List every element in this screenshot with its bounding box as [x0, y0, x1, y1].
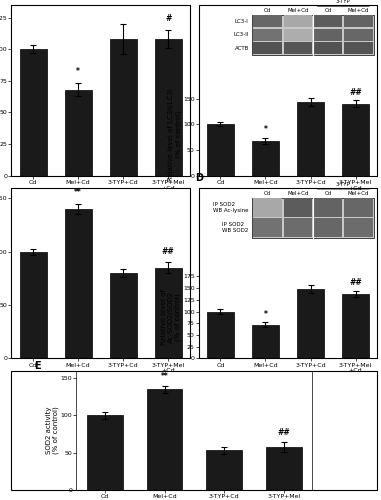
Text: IP SOD2
WB Ac-lysine: IP SOD2 WB Ac-lysine [213, 202, 249, 213]
Bar [344, 16, 373, 27]
Bar [19, 252, 46, 358]
Text: *: * [264, 126, 267, 134]
Text: *: * [76, 68, 80, 76]
Bar [252, 198, 374, 238]
Text: **: ** [74, 188, 82, 197]
Text: Cd: Cd [325, 8, 332, 13]
Text: 3-TYP: 3-TYP [336, 182, 351, 186]
Bar [314, 42, 343, 54]
Text: LC3-II: LC3-II [233, 32, 249, 37]
Text: #: # [165, 14, 171, 24]
Bar [253, 42, 282, 54]
Bar [147, 390, 182, 490]
Bar [342, 104, 369, 176]
Text: Cd: Cd [264, 8, 271, 13]
Bar [283, 198, 312, 216]
Bar [344, 42, 373, 54]
Text: D: D [195, 172, 203, 182]
Bar [344, 198, 373, 216]
Bar [283, 29, 312, 40]
Text: ##: ## [349, 278, 362, 287]
Bar [252, 324, 279, 358]
Bar [283, 16, 312, 27]
Bar [314, 29, 343, 40]
Bar [253, 16, 282, 27]
Bar [342, 294, 369, 358]
Bar [297, 289, 324, 358]
Bar [155, 268, 182, 358]
Text: ##: ## [349, 88, 362, 97]
Y-axis label: Relative level of
Ac-SOD2/SOD2
(% of control): Relative level of Ac-SOD2/SOD2 (% of con… [161, 290, 181, 346]
Text: Mel+Cd: Mel+Cd [348, 8, 369, 13]
Text: *: * [264, 310, 267, 319]
Bar [65, 209, 91, 358]
Text: Mel+Cd: Mel+Cd [348, 191, 369, 196]
Bar [110, 39, 137, 175]
Text: Cd: Cd [264, 191, 271, 196]
Bar [283, 218, 312, 237]
Bar [266, 446, 302, 490]
Text: ##: ## [277, 428, 290, 436]
Bar [253, 198, 282, 216]
Bar [344, 29, 373, 40]
Y-axis label: Relative level of LC3II/LC3I
(% of control): Relative level of LC3II/LC3I (% of contr… [168, 88, 182, 181]
Bar [252, 15, 374, 55]
Text: E: E [34, 361, 40, 371]
Text: Cd: Cd [325, 191, 332, 196]
Bar [87, 416, 123, 490]
Bar [314, 198, 343, 216]
Bar [65, 90, 91, 176]
Bar [297, 102, 324, 176]
Text: **: ** [161, 372, 168, 381]
Bar [206, 450, 242, 490]
Bar [110, 273, 137, 358]
Bar [19, 49, 46, 176]
Bar [314, 218, 343, 237]
Text: ACTB: ACTB [234, 46, 249, 51]
Text: 3-TYP: 3-TYP [336, 0, 351, 4]
Bar [314, 16, 343, 27]
Text: IP SOD2
WB SOD2: IP SOD2 WB SOD2 [223, 222, 249, 233]
Text: Mel+Cd: Mel+Cd [287, 191, 309, 196]
Bar [253, 29, 282, 40]
Bar [283, 42, 312, 54]
Text: Mel+Cd: Mel+Cd [287, 8, 309, 13]
Bar [155, 39, 182, 175]
Text: LC3-I: LC3-I [235, 19, 249, 24]
Bar [252, 140, 279, 175]
Bar [207, 124, 234, 176]
Bar [344, 218, 373, 237]
Bar [207, 312, 234, 358]
Text: ##: ## [162, 246, 174, 256]
Bar [253, 218, 282, 237]
Y-axis label: SOD2 activity
(% of control): SOD2 activity (% of control) [46, 406, 59, 454]
